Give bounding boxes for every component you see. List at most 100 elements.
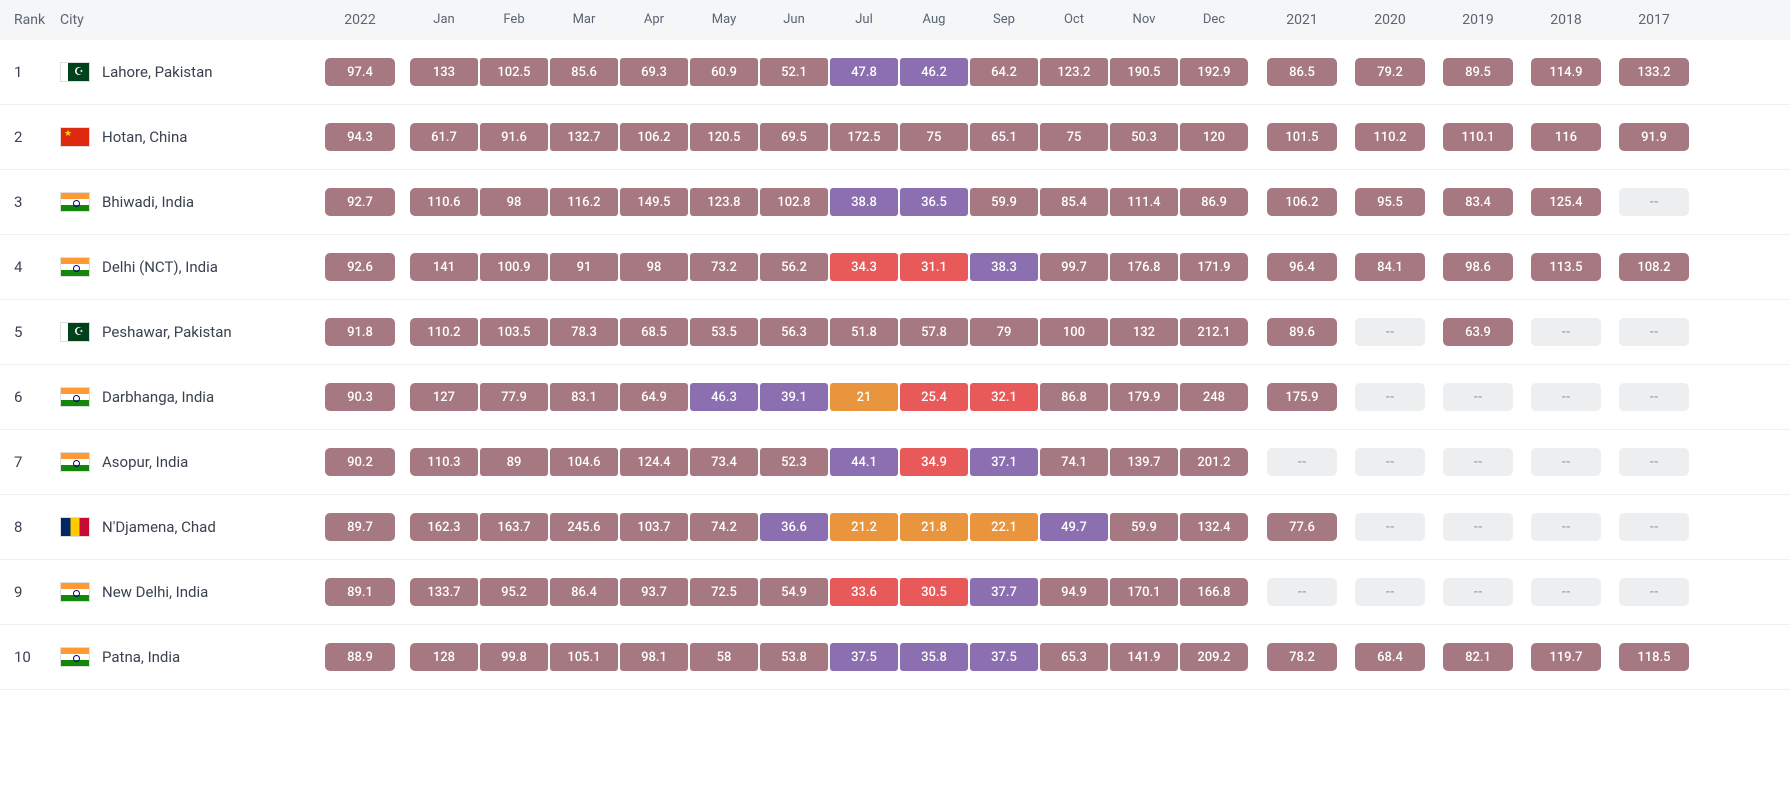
value-pill: 86.8	[1040, 383, 1108, 411]
value-pill: 53.5	[690, 318, 758, 346]
value-pill: 93.7	[620, 578, 688, 606]
value-pill: 69.3	[620, 58, 688, 86]
table-row: 6Darbhanga, India90.312777.983.164.946.3…	[0, 365, 1790, 430]
value-pill: 46.3	[690, 383, 758, 411]
header-month[interactable]: Mar	[550, 12, 618, 28]
months-group: 110.389104.6124.473.452.344.134.937.174.…	[400, 448, 1258, 476]
month-cell: 123.2	[1040, 58, 1108, 86]
value-pill: 50.3	[1110, 123, 1178, 151]
value-pill: --	[1531, 448, 1601, 476]
value-pill: 132.4	[1180, 513, 1248, 541]
year-cell: 110.2	[1346, 123, 1434, 151]
header-year[interactable]: 2019	[1434, 12, 1522, 28]
value-pill: 59.9	[970, 188, 1038, 216]
value-pill: 176.8	[1110, 253, 1178, 281]
value-pill: --	[1531, 578, 1601, 606]
month-cell: 139.7	[1110, 448, 1178, 476]
main-year-cell: 88.9	[320, 643, 400, 671]
main-year-cell: 90.2	[320, 448, 400, 476]
value-pill: 133.7	[410, 578, 478, 606]
month-cell: 86.8	[1040, 383, 1108, 411]
value-pill: 85.6	[550, 58, 618, 86]
month-cell: 132.7	[550, 123, 618, 151]
value-pill: --	[1267, 448, 1337, 476]
header-month[interactable]: Jun	[760, 12, 828, 28]
month-cell: 209.2	[1180, 643, 1248, 671]
city-cell[interactable]: New Delhi, India	[60, 582, 320, 602]
year-cell: --	[1610, 513, 1698, 541]
month-cell: 38.8	[830, 188, 898, 216]
year-cell: --	[1434, 448, 1522, 476]
city-cell[interactable]: Peshawar, Pakistan	[60, 322, 320, 342]
header-year[interactable]: 2021	[1258, 12, 1346, 28]
value-pill: 132.7	[550, 123, 618, 151]
city-name: Hotan, China	[102, 128, 187, 146]
value-pill: 35.8	[900, 643, 968, 671]
month-cell: 47.8	[830, 58, 898, 86]
city-cell[interactable]: Darbhanga, India	[60, 387, 320, 407]
month-cell: 46.3	[690, 383, 758, 411]
month-cell: 120.5	[690, 123, 758, 151]
value-pill: --	[1355, 318, 1425, 346]
header-month[interactable]: Nov	[1110, 12, 1178, 28]
city-cell[interactable]: Delhi (NCT), India	[60, 257, 320, 277]
header-month[interactable]: Apr	[620, 12, 688, 28]
header-city[interactable]: City	[60, 12, 320, 28]
header-month[interactable]: May	[690, 12, 758, 28]
year-cell: 175.9	[1258, 383, 1346, 411]
header-month[interactable]: Dec	[1180, 12, 1248, 28]
header-rank[interactable]: Rank	[0, 12, 60, 28]
month-cell: 201.2	[1180, 448, 1248, 476]
header-year-main[interactable]: 2022	[320, 12, 400, 28]
header-year[interactable]: 2018	[1522, 12, 1610, 28]
value-pill: 163.7	[480, 513, 548, 541]
month-cell: 102.8	[760, 188, 828, 216]
month-cell: 37.7	[970, 578, 1038, 606]
value-pill: 103.5	[480, 318, 548, 346]
value-pill: 120	[1180, 123, 1248, 151]
month-cell: 106.2	[620, 123, 688, 151]
value-pill: 37.1	[970, 448, 1038, 476]
header-year[interactable]: 2017	[1610, 12, 1698, 28]
month-cell: 171.9	[1180, 253, 1248, 281]
month-cell: 37.5	[830, 643, 898, 671]
value-pill: 99.7	[1040, 253, 1108, 281]
city-cell[interactable]: Lahore, Pakistan	[60, 62, 320, 82]
month-cell: 74.1	[1040, 448, 1108, 476]
month-cell: 85.4	[1040, 188, 1108, 216]
header-month[interactable]: Jan	[410, 12, 478, 28]
month-cell: 35.8	[900, 643, 968, 671]
year-cell: --	[1522, 448, 1610, 476]
year-cell: 89.5	[1434, 58, 1522, 86]
month-cell: 68.5	[620, 318, 688, 346]
header-month[interactable]: Aug	[900, 12, 968, 28]
month-cell: 52.1	[760, 58, 828, 86]
value-pill: 89.5	[1443, 58, 1513, 86]
month-cell: 73.2	[690, 253, 758, 281]
city-cell[interactable]: Hotan, China	[60, 127, 320, 147]
value-pill: 141.9	[1110, 643, 1178, 671]
month-cell: 141	[410, 253, 478, 281]
city-cell[interactable]: Asopur, India	[60, 452, 320, 472]
city-cell[interactable]: Patna, India	[60, 647, 320, 667]
header-year[interactable]: 2020	[1346, 12, 1434, 28]
month-cell: 100	[1040, 318, 1108, 346]
city-cell[interactable]: Bhiwadi, India	[60, 192, 320, 212]
header-month[interactable]: Sep	[970, 12, 1038, 28]
month-cell: 149.5	[620, 188, 688, 216]
month-cell: 50.3	[1110, 123, 1178, 151]
value-pill: 74.2	[690, 513, 758, 541]
value-pill: 103.7	[620, 513, 688, 541]
year-cell: 84.1	[1346, 253, 1434, 281]
header-month[interactable]: Jul	[830, 12, 898, 28]
header-month[interactable]: Oct	[1040, 12, 1108, 28]
month-cell: 53.5	[690, 318, 758, 346]
city-name: Bhiwadi, India	[102, 193, 194, 211]
city-cell[interactable]: N'Djamena, Chad	[60, 517, 320, 537]
value-pill: --	[1619, 448, 1689, 476]
value-pill: 128	[410, 643, 478, 671]
city-name: Darbhanga, India	[102, 388, 214, 406]
header-month[interactable]: Feb	[480, 12, 548, 28]
year-cell: 91.9	[1610, 123, 1698, 151]
value-pill: 105.1	[550, 643, 618, 671]
